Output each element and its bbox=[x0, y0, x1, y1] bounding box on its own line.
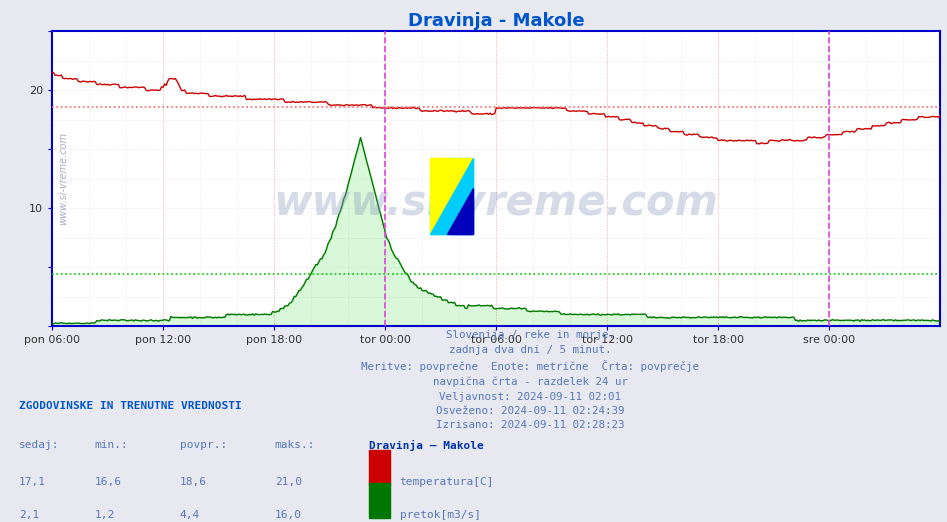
Text: ZGODOVINSKE IN TRENUTNE VREDNOSTI: ZGODOVINSKE IN TRENUTNE VREDNOSTI bbox=[19, 401, 241, 411]
Bar bbox=[430, 158, 452, 196]
Bar bbox=[452, 158, 474, 196]
Bar bbox=[369, 483, 390, 518]
Text: 2,1: 2,1 bbox=[19, 511, 39, 520]
Bar bbox=[430, 196, 452, 234]
Text: sedaj:: sedaj: bbox=[19, 440, 60, 450]
Text: 17,1: 17,1 bbox=[19, 477, 46, 487]
Polygon shape bbox=[430, 158, 474, 234]
Text: 1,2: 1,2 bbox=[95, 511, 115, 520]
Bar bbox=[369, 449, 390, 485]
Title: Dravinja - Makole: Dravinja - Makole bbox=[408, 12, 584, 30]
Text: min.:: min.: bbox=[95, 440, 129, 450]
Text: www.si-vreme.com: www.si-vreme.com bbox=[274, 181, 719, 223]
Text: pretok[m3/s]: pretok[m3/s] bbox=[400, 511, 481, 520]
Text: 16,0: 16,0 bbox=[275, 511, 302, 520]
Text: povpr.:: povpr.: bbox=[180, 440, 227, 450]
Bar bbox=[452, 196, 474, 234]
Text: Slovenija / reke in morje.
zadnja dva dni / 5 minut.
Meritve: povprečne  Enote: : Slovenija / reke in morje. zadnja dva dn… bbox=[362, 330, 699, 431]
Text: 18,6: 18,6 bbox=[180, 477, 207, 487]
Text: temperatura[C]: temperatura[C] bbox=[400, 477, 494, 487]
Text: 21,0: 21,0 bbox=[275, 477, 302, 487]
Text: maks.:: maks.: bbox=[275, 440, 315, 450]
Text: 16,6: 16,6 bbox=[95, 477, 122, 487]
Polygon shape bbox=[447, 188, 474, 234]
Text: Dravinja – Makole: Dravinja – Makole bbox=[369, 440, 484, 451]
Text: www.si-vreme.com: www.si-vreme.com bbox=[58, 132, 68, 226]
Polygon shape bbox=[430, 158, 474, 234]
Text: 4,4: 4,4 bbox=[180, 511, 200, 520]
